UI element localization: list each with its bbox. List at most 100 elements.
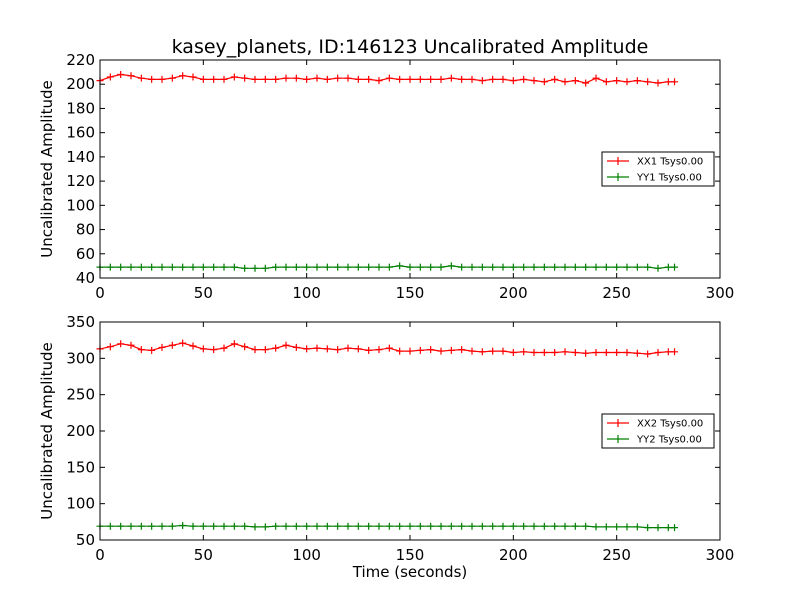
data-point	[447, 346, 455, 354]
legend-label: XX1 Tsys0.00	[637, 157, 703, 168]
data-point	[592, 263, 600, 271]
data-point	[613, 349, 621, 357]
legend-box	[601, 413, 715, 449]
data-point	[633, 77, 641, 85]
data-point	[334, 522, 342, 530]
data-point	[303, 75, 311, 83]
data-point	[551, 263, 559, 271]
data-point	[671, 263, 679, 271]
data-point	[323, 522, 331, 530]
y-tick-label: 150	[66, 458, 95, 476]
data-point	[427, 522, 435, 530]
data-point	[261, 75, 269, 83]
y-tick-label: 50	[76, 531, 95, 549]
data-point	[313, 74, 321, 82]
data-point	[344, 263, 352, 271]
data-point	[375, 522, 383, 530]
data-point	[344, 522, 352, 530]
data-point	[313, 263, 321, 271]
data-point	[530, 349, 538, 357]
data-point	[406, 75, 414, 83]
data-point	[106, 522, 114, 530]
data-point	[168, 263, 176, 271]
data-point	[385, 522, 393, 530]
y-tick-label: 80	[76, 221, 95, 239]
data-point	[199, 522, 207, 530]
x-tick-label: 0	[95, 284, 105, 302]
data-point	[313, 344, 321, 352]
data-point	[447, 74, 455, 82]
figure-title: kasey_planets, ID:146123 Uncalibrated Am…	[172, 36, 649, 58]
y-tick-label: 250	[66, 386, 95, 404]
data-point	[282, 522, 290, 530]
data-point	[664, 78, 672, 86]
data-point	[540, 263, 548, 271]
data-point	[520, 522, 528, 530]
data-point	[137, 263, 145, 271]
data-point	[148, 346, 156, 354]
y-tick-label: 200	[66, 75, 95, 93]
data-point	[582, 263, 590, 271]
data-point	[623, 523, 631, 531]
data-point	[478, 522, 486, 530]
data-point	[406, 522, 414, 530]
data-point	[489, 347, 497, 355]
data-point	[623, 263, 631, 271]
data-point	[199, 345, 207, 353]
data-point	[137, 522, 145, 530]
y-tick-label: 120	[66, 172, 95, 190]
data-point	[561, 348, 569, 356]
data-point	[199, 263, 207, 271]
x-tick-label: 100	[292, 546, 321, 564]
data-point	[220, 263, 228, 271]
data-point	[137, 346, 145, 354]
data-point	[230, 263, 238, 271]
data-point	[592, 349, 600, 357]
data-point	[540, 349, 548, 357]
data-point	[241, 343, 249, 351]
data-point	[230, 73, 238, 81]
y-tick-label: 180	[66, 99, 95, 117]
data-point	[582, 349, 590, 357]
data-point	[458, 346, 466, 354]
data-point	[499, 522, 507, 530]
data-point	[158, 343, 166, 351]
data-point	[582, 79, 590, 87]
data-point	[644, 78, 652, 86]
data-point	[375, 77, 383, 85]
y-tick-label: 300	[66, 349, 95, 367]
data-point	[117, 71, 125, 79]
x-tick-label: 300	[706, 546, 735, 564]
data-point	[230, 522, 238, 530]
data-point	[478, 77, 486, 85]
data-point	[468, 263, 476, 271]
x-tick-label: 300	[706, 284, 735, 302]
data-point	[447, 262, 455, 270]
data-point	[365, 263, 373, 271]
data-point	[158, 75, 166, 83]
y-tick-label: 40	[76, 269, 95, 287]
data-point	[334, 74, 342, 82]
data-point	[210, 263, 218, 271]
data-point	[106, 343, 114, 351]
data-point	[613, 523, 621, 531]
data-point	[633, 263, 641, 271]
subplot-2: 0 50 100 150 200 250 30050100150200250300350Un…	[38, 313, 734, 564]
data-point	[210, 346, 218, 354]
data-point	[354, 75, 362, 83]
x-axis-label: Time (seconds)	[352, 563, 468, 581]
data-point	[671, 78, 679, 86]
data-point	[241, 522, 249, 530]
data-point	[509, 263, 517, 271]
y-tick-label: 200	[66, 422, 95, 440]
data-point	[396, 262, 404, 270]
data-point	[571, 263, 579, 271]
data-point	[220, 75, 228, 83]
data-point	[282, 341, 290, 349]
data-point	[354, 345, 362, 353]
data-point	[499, 75, 507, 83]
data-point	[148, 522, 156, 530]
data-point	[396, 347, 404, 355]
legend-1: XX1 Tsys0.00 YY1 Tsys0.00	[601, 151, 715, 187]
data-point	[530, 522, 538, 530]
